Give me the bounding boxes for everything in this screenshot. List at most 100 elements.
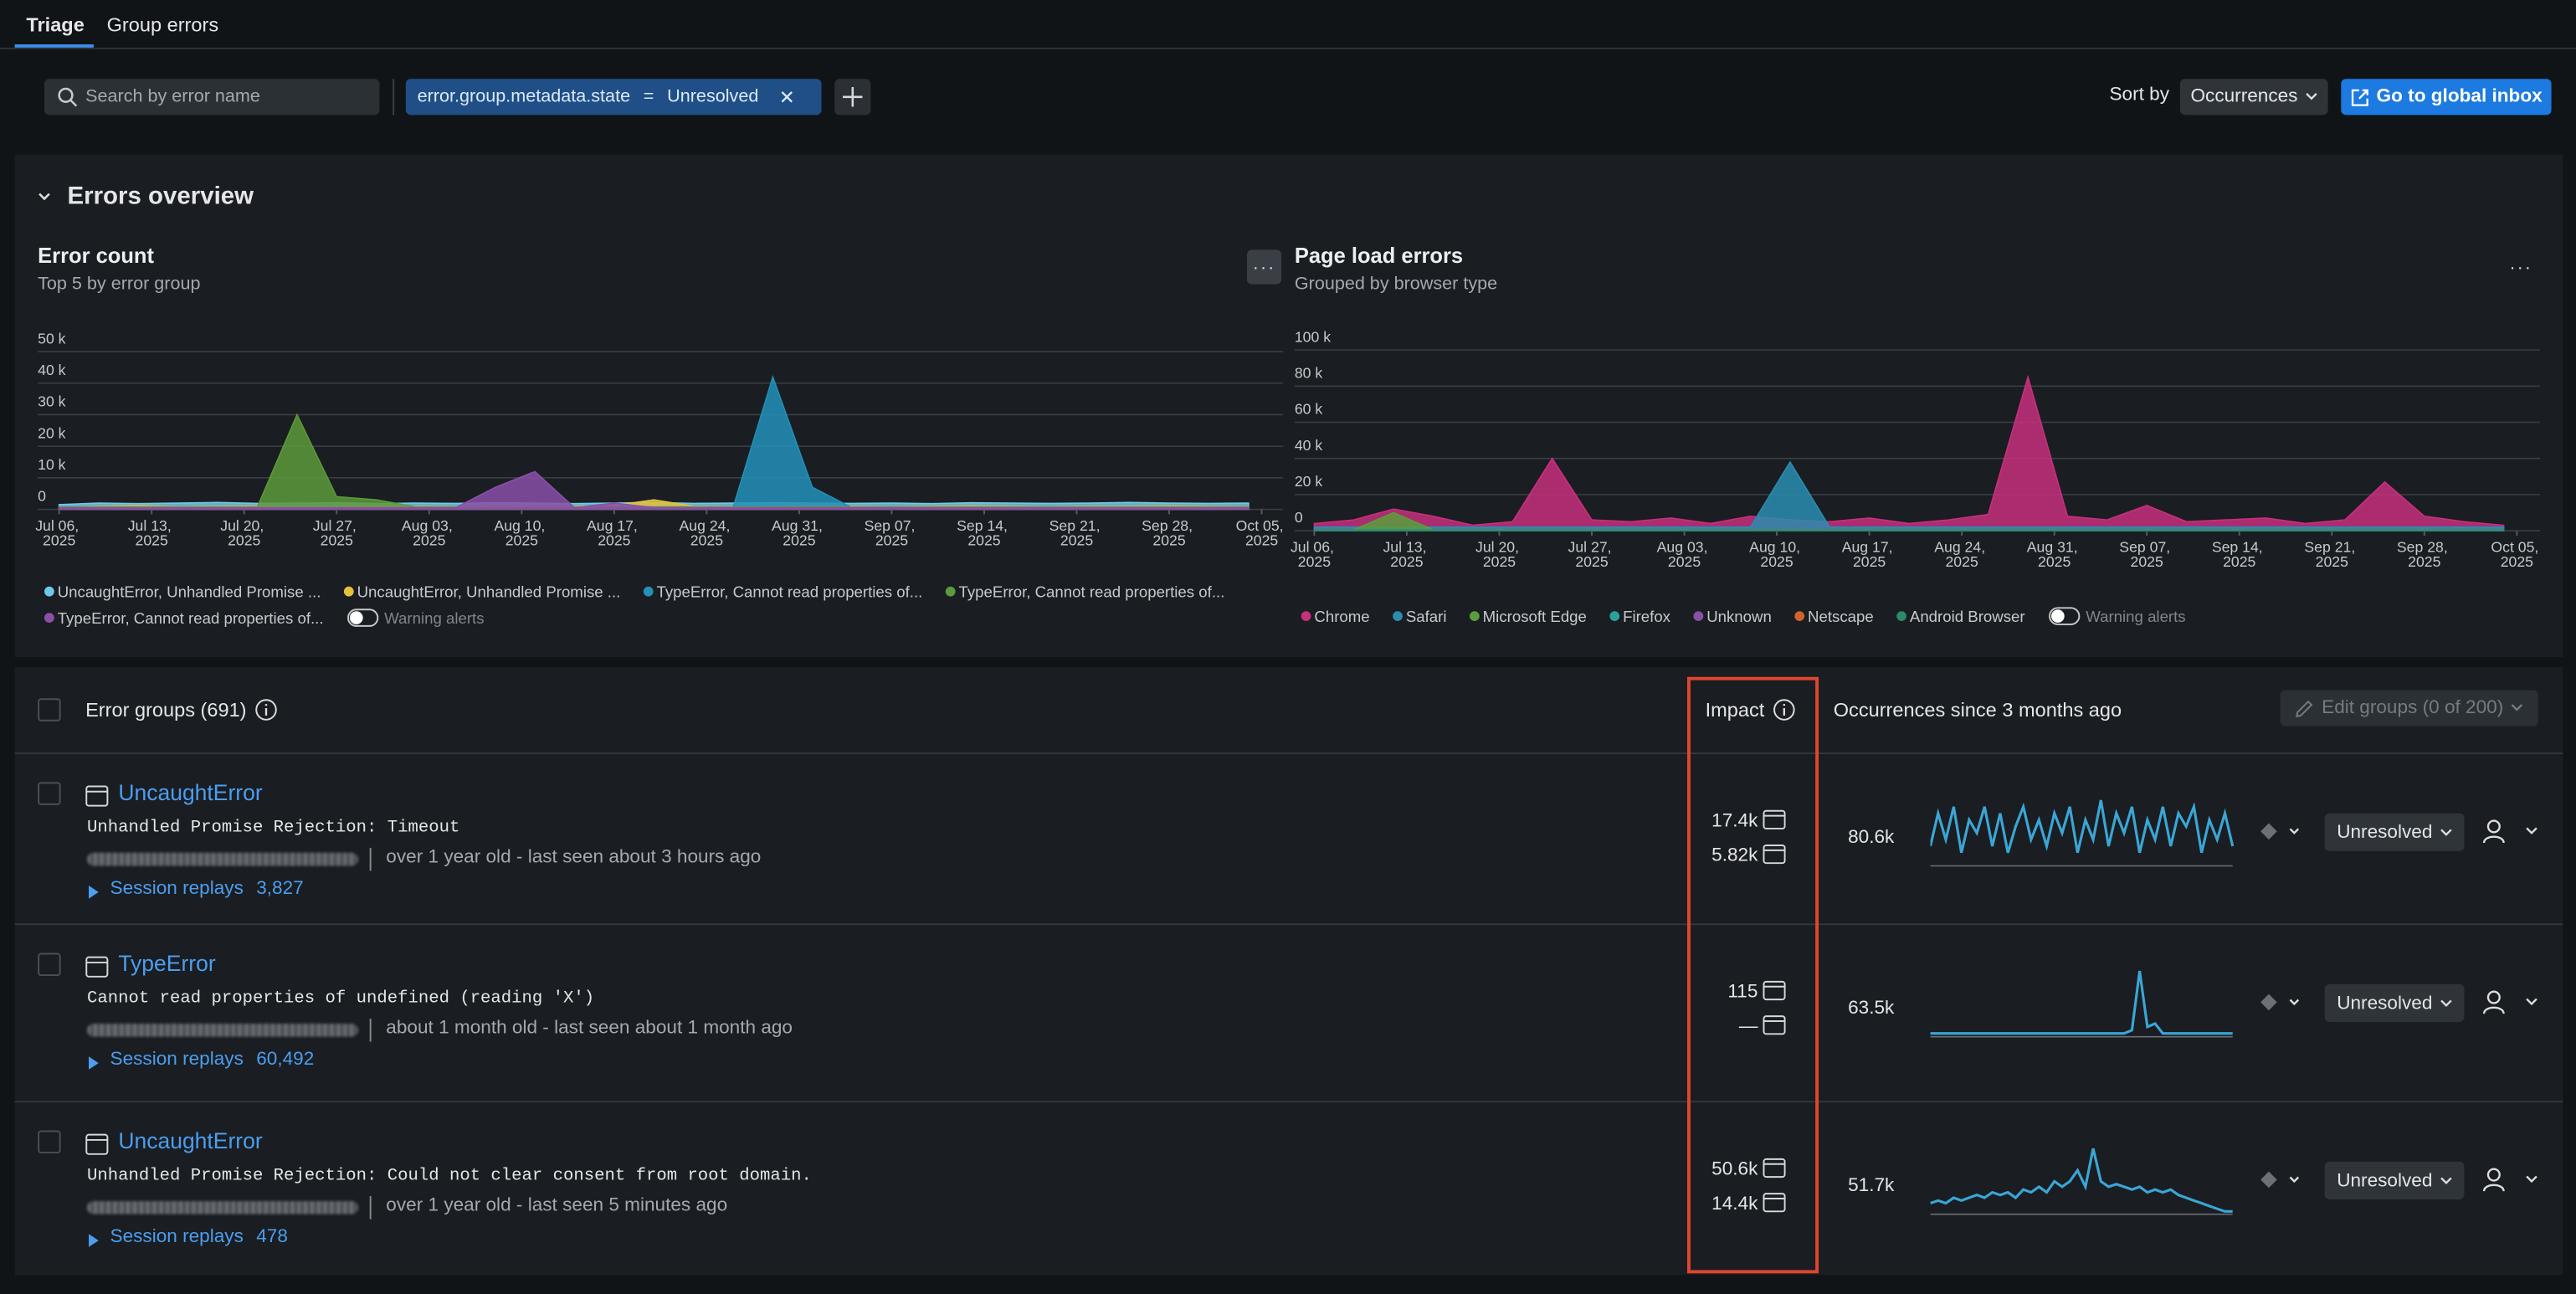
icon-part <box>89 1056 99 1070</box>
error-row: UncaughtError Unhandled Promise Rejection… <box>15 752 2563 925</box>
error-groups-count: Error groups (691) <box>85 698 246 721</box>
browser-icon <box>85 956 108 978</box>
occurrences-header: Occurrences since 3 months ago <box>1834 698 2122 721</box>
legend-label: Unknown <box>1706 608 1772 625</box>
legend-swatch <box>1301 611 1311 621</box>
error-message: Unhandled Promise Rejection: Timeout <box>87 819 459 839</box>
x-tick-label: Aug 03, 2025 <box>402 517 457 549</box>
warning-toggle-label: Warning alerts <box>384 609 484 627</box>
warning-toggle-label: Warning alerts <box>2086 608 2185 625</box>
status-value: Unresolved <box>2337 1171 2432 1191</box>
y-tick-label: 0 <box>1295 509 1303 526</box>
priority-icon[interactable] <box>2260 822 2300 842</box>
info-icon[interactable] <box>254 698 277 721</box>
error-name[interactable]: UncaughtError <box>118 780 262 804</box>
area <box>1314 530 2503 531</box>
row-checkbox[interactable] <box>38 953 60 976</box>
y-tick-label: 20 k <box>1295 473 1323 490</box>
legend-swatch <box>1794 611 1804 621</box>
expand-icon[interactable] <box>89 1056 99 1070</box>
status-dropdown[interactable]: Unresolved <box>2325 1162 2465 1199</box>
x-tick-label: Sep 21, 2025 <box>2304 539 2359 571</box>
sparkline-line <box>1931 971 2233 1034</box>
icon-part <box>2440 1177 2450 1182</box>
edit-groups-label: Edit groups (0 of 200) <box>2322 698 2503 718</box>
x-tick-label: Aug 24, 2025 <box>1934 539 1989 571</box>
status-value: Unresolved <box>2337 994 2432 1014</box>
x-tick-label: Jul 27, 2025 <box>1568 539 1616 571</box>
x-tick-label: Oct 05, 2025 <box>1236 517 1288 549</box>
legend-label: UncaughtError, Unhandled Promise ... <box>357 583 621 601</box>
error-name[interactable]: TypeError <box>118 952 215 976</box>
legend-label: Netscape <box>1808 608 1874 625</box>
error-name[interactable]: UncaughtError <box>118 1129 262 1153</box>
x-tick-label: Sep 28, 2025 <box>1142 517 1197 549</box>
charts: Error countTop 5 by error group010 k20 k… <box>0 0 2576 657</box>
x-tick-label: Jul 27, 2025 <box>313 517 361 549</box>
browser-icon <box>85 785 108 807</box>
separator <box>370 1019 372 1041</box>
row-checkbox[interactable] <box>38 782 60 804</box>
row-checkbox[interactable] <box>38 1131 60 1153</box>
expand-icon[interactable] <box>89 886 99 899</box>
area <box>1314 462 2503 531</box>
sparkline <box>1931 964 2236 1043</box>
error-message: Cannot read properties of undefined (rea… <box>87 989 594 1009</box>
browser-icon <box>85 1133 108 1155</box>
x-tick-label: Jul 20, 2025 <box>220 517 268 549</box>
legend-label: Microsoft Edge <box>1483 608 1587 625</box>
legend-swatch <box>946 587 956 597</box>
separator <box>370 848 372 870</box>
sparkline <box>1931 1142 2236 1220</box>
chart-title: Page load errors <box>1295 244 1463 268</box>
icon-part <box>2488 992 2500 1004</box>
select-all[interactable] <box>38 698 60 721</box>
chart-subtitle: Top 5 by error group <box>38 272 200 293</box>
session-replays-label: Session replays <box>110 879 244 899</box>
y-tick-label: 40 k <box>38 362 66 378</box>
chevron <box>2439 1176 2452 1186</box>
x-tick-label: Sep 28, 2025 <box>2397 539 2452 571</box>
blurred-url <box>87 1024 358 1037</box>
chevron <box>2439 827 2452 837</box>
legend-swatch <box>1470 611 1480 621</box>
icon-part <box>2440 999 2450 1004</box>
x-tick-label: Sep 14, 2025 <box>957 517 1012 549</box>
legend-label: Firefox <box>1623 608 1671 625</box>
priority-icon[interactable] <box>2260 1170 2300 1190</box>
y-tick-label: 80 k <box>1295 364 1323 381</box>
x-tick-label: Aug 31, 2025 <box>772 517 827 549</box>
chart-subtitle: Grouped by browser type <box>1295 272 1497 293</box>
error-age: over 1 year old - last seen about 3 hour… <box>386 848 761 868</box>
y-tick-label: 50 k <box>38 330 66 347</box>
x-tick-label: Aug 10, 2025 <box>1749 539 1804 571</box>
priority-icon[interactable] <box>2260 993 2300 1013</box>
icon-part <box>2440 829 2450 834</box>
edit-groups-button[interactable]: Edit groups (0 of 200) <box>2281 690 2538 726</box>
error-row: TypeError Cannot read properties of undef… <box>15 923 2563 1102</box>
icon-part <box>86 958 107 977</box>
y-tick-label: 0 <box>38 488 46 505</box>
assignee-icon[interactable] <box>2481 1167 2540 1193</box>
legend-label: Android Browser <box>1910 608 2025 625</box>
legend-label: TypeError, Cannot read properties of... <box>959 583 1225 601</box>
blurred-url <box>87 1201 358 1214</box>
legend-label: UncaughtError, Unhandled Promise ... <box>58 583 321 601</box>
chevron <box>2510 703 2523 713</box>
expand-icon[interactable] <box>89 1234 99 1247</box>
chart-title: Error count <box>38 244 154 268</box>
legend-swatch <box>44 587 54 597</box>
assignee-icon[interactable] <box>2481 819 2540 845</box>
icon-part <box>2488 1169 2500 1181</box>
separator <box>370 1196 372 1219</box>
session-replays-count: 3,827 <box>256 879 303 899</box>
toggle-knob <box>2051 609 2065 623</box>
x-tick-label: Aug 31, 2025 <box>2027 539 2082 571</box>
status-dropdown[interactable]: Unresolved <box>2325 814 2465 851</box>
assignee-icon[interactable] <box>2481 989 2540 1015</box>
status-dropdown[interactable]: Unresolved <box>2325 984 2465 1022</box>
error-age: about 1 month old - last seen about 1 mo… <box>386 1019 793 1039</box>
x-tick-label: Jul 13, 2025 <box>1383 539 1430 571</box>
